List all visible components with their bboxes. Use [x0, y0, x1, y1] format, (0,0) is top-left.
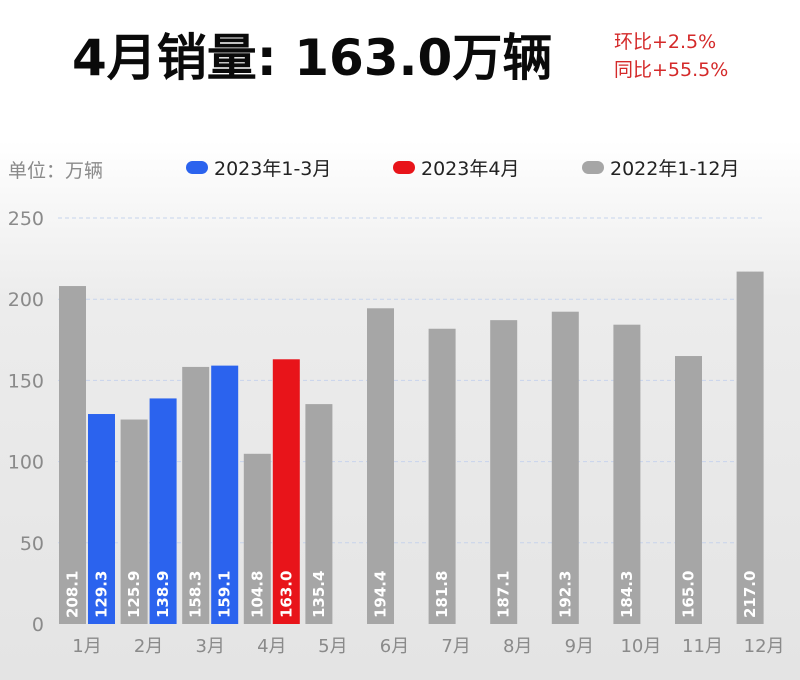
x-tick-label: 11月: [682, 636, 723, 657]
data-label: 192.3: [556, 571, 574, 618]
data-label: 181.8: [433, 571, 451, 618]
x-tick-label: 2月: [134, 636, 163, 657]
legend-item-2022: 2022年1-12月: [582, 154, 739, 181]
legend-item-2023-apr: 2023年4月: [393, 154, 519, 181]
y-tick-label: 150: [8, 370, 44, 392]
data-label: 125.9: [125, 571, 143, 618]
x-tick-label: 6月: [380, 636, 409, 657]
data-label: 187.1: [495, 571, 513, 618]
data-label: 163.0: [277, 571, 295, 618]
y-tick-label: 50: [20, 533, 44, 555]
x-tick-label: 4月: [257, 636, 286, 657]
data-label: 165.0: [680, 571, 698, 618]
data-label: 194.4: [372, 571, 390, 618]
page-title: 4月销量: 163.0万辆: [72, 29, 553, 87]
yoy-growth: 同比+55.5%: [614, 59, 729, 81]
data-label: 208.1: [64, 571, 82, 618]
bar-2022: [490, 320, 518, 624]
x-tick-label: 3月: [195, 636, 224, 657]
bar-2022: [182, 366, 210, 624]
growth-stats: 环比+2.5% 同比+55.5%: [614, 28, 728, 84]
legend-swatch-blue: [186, 161, 208, 174]
bar-2022: [551, 311, 579, 624]
x-tick-label: 7月: [441, 636, 470, 657]
data-label: 159.1: [216, 571, 234, 618]
legend-label: 2023年4月: [421, 158, 520, 180]
bar-2023: [272, 359, 300, 624]
x-tick-label: 12月: [744, 636, 785, 657]
legend-label: 2023年1-3月: [214, 158, 332, 180]
data-label: 184.3: [618, 571, 636, 618]
legend-swatch-red: [393, 161, 415, 174]
bar-2023: [88, 414, 115, 624]
bar-2022: [305, 404, 333, 624]
legend-swatch-gray: [582, 161, 604, 174]
data-label: 135.4: [310, 571, 328, 618]
y-tick-label: 0: [32, 614, 44, 636]
bar-2022: [120, 419, 148, 624]
legend-label: 2022年1-12月: [610, 158, 740, 180]
x-tick-label: 1月: [72, 636, 101, 657]
x-tick-label: 10月: [620, 636, 661, 657]
mom-growth: 环比+2.5%: [614, 31, 717, 53]
y-tick-label: 200: [8, 289, 44, 311]
data-label: 138.9: [154, 571, 172, 618]
data-label: 104.8: [248, 571, 266, 618]
bar-2022: [243, 453, 271, 624]
bar-2022: [613, 324, 641, 624]
y-tick-label: 100: [8, 452, 44, 474]
bar-2023: [211, 365, 239, 624]
legend-item-2023-jan-mar: 2023年1-3月: [186, 154, 331, 181]
data-label: 129.3: [93, 571, 111, 618]
bar-2023: [149, 398, 177, 624]
x-tick-label: 9月: [565, 636, 594, 657]
bar-2022: [59, 286, 86, 624]
data-label: 158.3: [187, 571, 205, 618]
bar-2022: [428, 328, 456, 624]
bar-2022: [736, 271, 764, 624]
bar-2022: [675, 356, 702, 624]
x-tick-label: 8月: [503, 636, 532, 657]
unit-label: 单位：万辆: [8, 160, 104, 182]
x-tick-label: 5月: [318, 636, 347, 657]
bar-2022: [367, 308, 394, 624]
y-tick-label: 250: [8, 208, 44, 230]
data-label: 217.0: [741, 571, 759, 618]
